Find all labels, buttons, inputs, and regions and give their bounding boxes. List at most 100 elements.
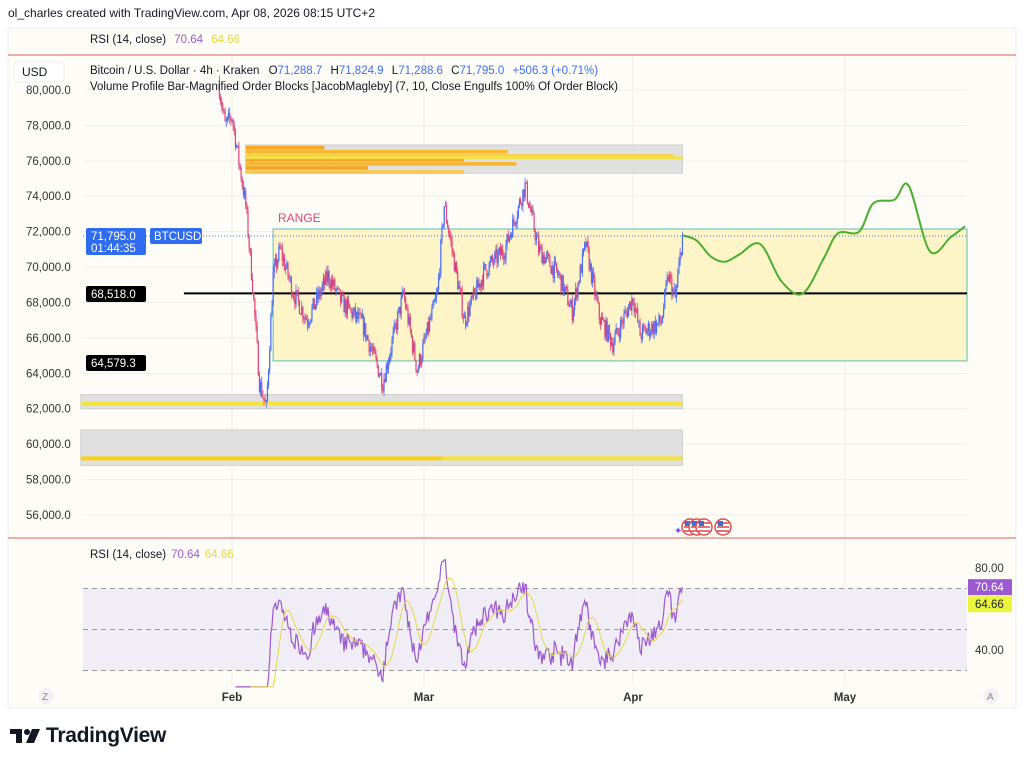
candle-body — [664, 289, 666, 308]
level-low-value: 64,579.3 — [91, 358, 136, 370]
rsi-ma-line[interactable] — [250, 577, 683, 688]
candle-body — [549, 256, 551, 267]
candle-body — [229, 112, 231, 119]
candle-body — [281, 248, 283, 261]
candle-body — [605, 320, 607, 338]
candle-body — [258, 375, 261, 392]
candle-body — [354, 307, 357, 319]
candle-body — [555, 262, 558, 271]
candle-body — [431, 308, 433, 319]
candles[interactable] — [218, 75, 684, 408]
rsi-pane[interactable]: RSI (14, close) 70.64 64.66 80.00 40.00 70.64… — [83, 549, 1012, 688]
range-label: RANGE — [278, 211, 321, 225]
candle-body — [402, 291, 405, 293]
candle-body — [446, 221, 449, 228]
candle-body — [502, 249, 504, 256]
candle-body — [230, 118, 232, 121]
candle-body — [218, 81, 221, 99]
candle-body — [493, 261, 495, 263]
candle-body — [534, 230, 536, 241]
candle-body — [526, 182, 528, 203]
time-axis[interactable]: Feb Mar Apr May — [222, 692, 857, 704]
candle-body — [418, 354, 421, 368]
candle-body — [490, 256, 493, 261]
candle-body — [660, 322, 662, 324]
candle-body — [285, 267, 287, 270]
candle-body — [393, 323, 395, 332]
candle-body — [341, 294, 343, 303]
candle-body — [403, 292, 406, 300]
volume-profile-bar — [245, 149, 508, 154]
time-tick: Mar — [414, 692, 435, 704]
candle-body — [440, 240, 442, 274]
indicator-legend[interactable]: Volume Profile Bar-Magnified Order Block… — [90, 81, 618, 93]
candle-body — [407, 308, 409, 324]
ohlc-legend[interactable]: Bitcoin / U.S. Dollar · 4h · Kraken O71,… — [90, 65, 598, 77]
rsi-legend[interactable]: RSI (14, close) 70.64 64.66 — [90, 549, 234, 561]
candle-body — [371, 349, 374, 351]
candle-body — [241, 179, 243, 187]
flag-canton — [685, 521, 690, 526]
forecast-curve[interactable] — [682, 182, 966, 296]
candle-body — [219, 98, 222, 102]
candle-body — [466, 322, 468, 325]
candle-body — [400, 297, 402, 315]
candle-body — [581, 252, 584, 273]
candle-body — [359, 313, 361, 314]
candle-body — [439, 273, 441, 277]
flag-canton — [692, 521, 697, 526]
candle-body — [321, 285, 323, 291]
currency-button[interactable] — [13, 61, 65, 83]
candle-body — [314, 304, 317, 310]
candle-body — [358, 313, 360, 320]
candle-body — [323, 278, 326, 285]
economic-events[interactable]: ✦ — [674, 518, 732, 537]
candle-body — [608, 325, 611, 334]
candle-body — [599, 319, 602, 325]
candle-body — [616, 327, 618, 333]
candle-body — [297, 291, 299, 301]
rsi-line[interactable] — [235, 559, 684, 688]
candle-body — [566, 286, 568, 290]
candle-body — [261, 381, 263, 397]
candle-body — [587, 241, 589, 250]
candle-body — [496, 249, 498, 263]
rsi-legend-part: RSI (14, close) — [90, 549, 166, 561]
candle-body — [306, 319, 309, 326]
us-flag-icon[interactable] — [695, 518, 713, 536]
candle-body — [303, 318, 305, 320]
zoom-reset-button[interactable] — [38, 688, 54, 704]
candle-body — [270, 316, 272, 352]
candle-body — [582, 248, 585, 253]
candle-body — [363, 323, 366, 336]
candle-body — [586, 241, 588, 247]
range-box — [183, 228, 968, 362]
tradingview-brand: TradingView — [46, 724, 167, 747]
forecast-path[interactable] — [682, 182, 966, 296]
candle-body — [513, 218, 515, 223]
candle-body — [445, 206, 448, 222]
candle-body — [542, 254, 544, 264]
candle-body — [432, 301, 434, 309]
candle-body — [299, 313, 302, 315]
candle-body — [653, 321, 655, 335]
range-rectangle[interactable] — [272, 228, 968, 362]
candle-body — [622, 322, 624, 324]
time-tick: Feb — [222, 692, 242, 704]
candle-body — [334, 279, 336, 291]
candle-body — [666, 277, 668, 284]
us-flag-icon[interactable] — [714, 518, 732, 536]
candle-body — [235, 145, 238, 148]
candle-body — [327, 271, 329, 282]
price-axis[interactable]: 80,000.0 78,000.0 76,000.0 74,000.0 72,000.0… — [26, 85, 71, 522]
auto-scale-button[interactable] — [983, 688, 999, 704]
candle-body — [470, 296, 472, 305]
candle-body — [243, 190, 246, 196]
candle-body — [443, 206, 445, 226]
candle-body — [239, 163, 241, 168]
candle-body — [552, 265, 554, 279]
flag-canton — [699, 521, 704, 526]
candle-body — [254, 298, 256, 316]
rsi-legend-top: RSI (14, close) 70.64 64.66 — [90, 34, 240, 46]
tradingview-logo[interactable]: TradingView — [10, 724, 166, 748]
